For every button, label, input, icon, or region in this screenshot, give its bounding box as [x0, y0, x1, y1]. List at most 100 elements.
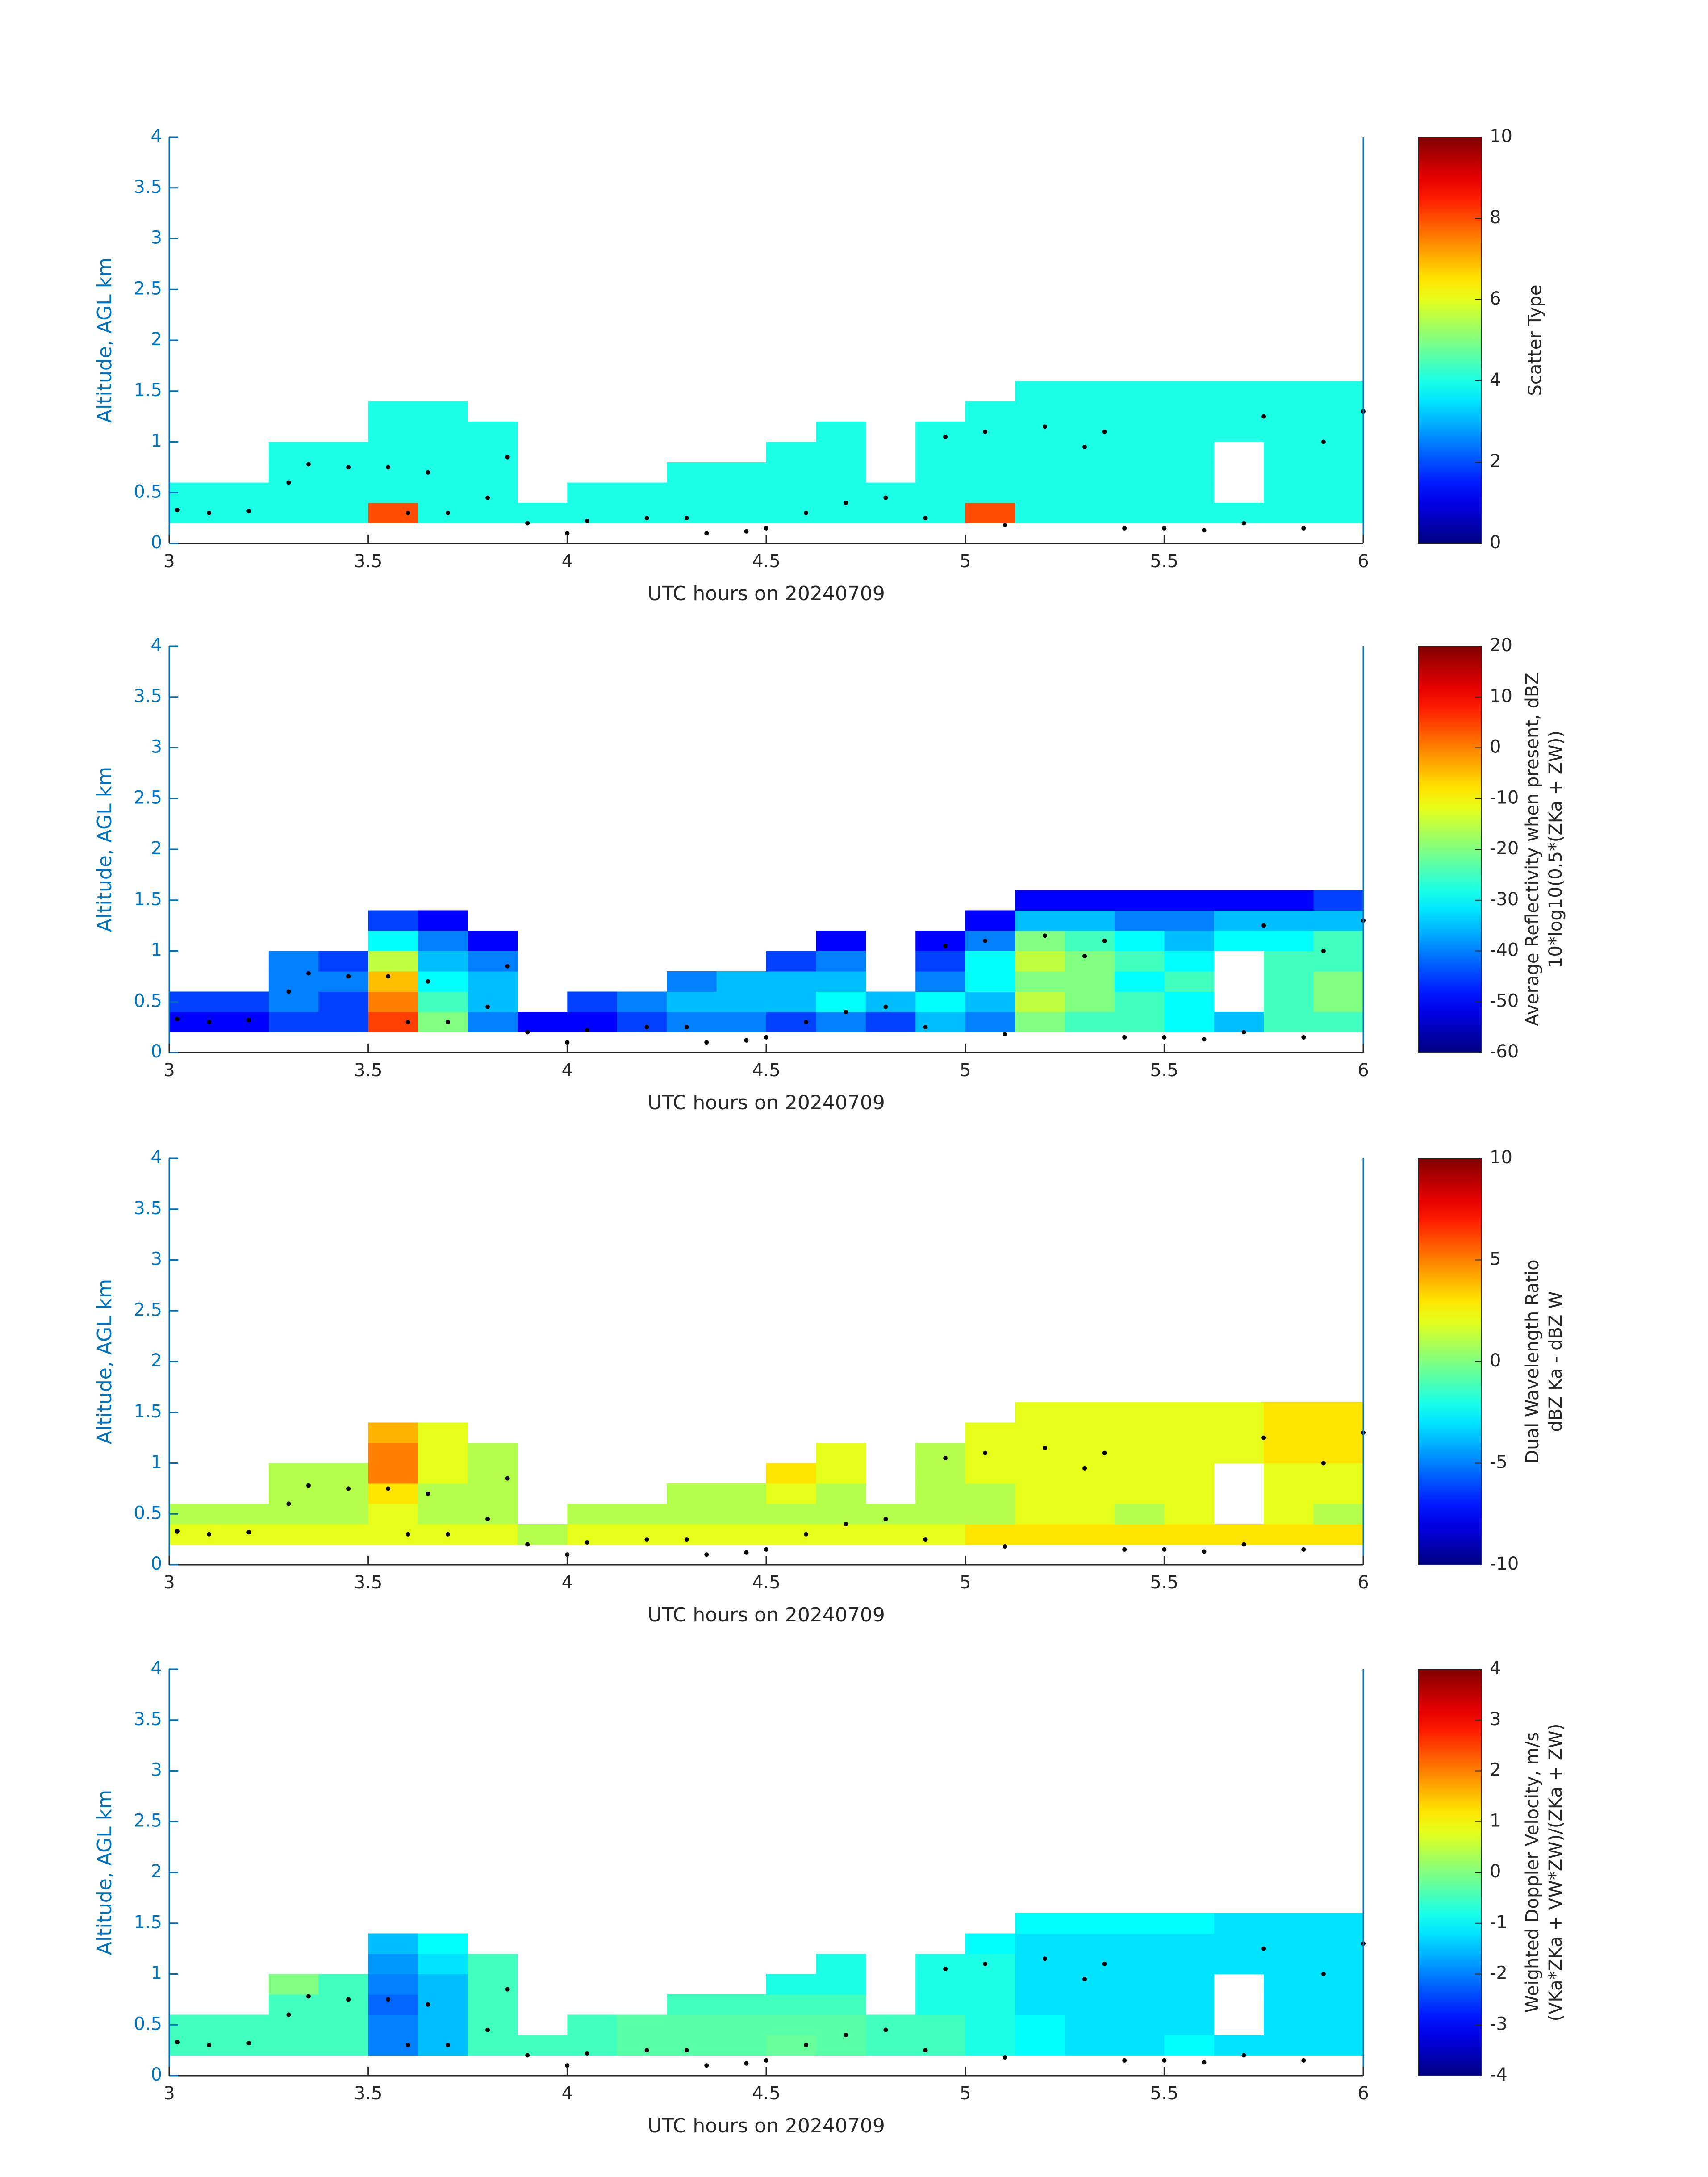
x-tick-label: 3.5 — [354, 1572, 383, 1593]
cell — [1114, 1443, 1165, 1463]
dot — [844, 1522, 848, 1526]
dot — [1202, 1549, 1207, 1554]
y-tick-label: 3.5 — [134, 177, 162, 197]
dot — [1122, 2058, 1127, 2063]
y-tick-label: 0 — [151, 1554, 162, 1574]
cell — [169, 1012, 219, 1032]
cell — [865, 482, 916, 503]
cell — [716, 971, 767, 992]
cell — [517, 1524, 568, 1545]
colorbar-tick-label: 0 — [1490, 532, 1501, 553]
dot — [1241, 1030, 1246, 1035]
cell — [1015, 482, 1065, 503]
colorbar-tick-label: -40 — [1490, 940, 1519, 961]
cell — [468, 462, 518, 483]
dot — [505, 1987, 510, 1992]
dot — [386, 1486, 391, 1491]
cell — [1015, 422, 1065, 442]
cell — [1313, 1974, 1364, 1995]
dot — [585, 518, 589, 523]
cell — [816, 971, 866, 992]
cell — [567, 2014, 618, 2035]
cell — [1313, 910, 1364, 931]
cell — [617, 1504, 667, 1525]
cell — [617, 503, 667, 523]
cell — [1015, 1954, 1065, 1974]
cell — [318, 2035, 369, 2056]
cell — [268, 1974, 319, 1995]
x-axis-label: UTC hours on 20240709 — [647, 1604, 885, 1626]
y-tick-label: 1.5 — [134, 889, 162, 910]
cell — [368, 1463, 418, 1484]
cell — [368, 2035, 418, 2056]
cell — [567, 482, 618, 503]
colorbar — [1418, 1669, 1482, 2076]
dot — [1162, 2058, 1167, 2063]
x-tick-label: 6 — [1357, 1060, 1369, 1081]
dot — [704, 2063, 709, 2068]
y-tick-label: 1 — [151, 431, 162, 451]
cell — [1065, 1422, 1115, 1443]
dot — [426, 979, 430, 984]
cell — [468, 482, 518, 503]
cell — [1114, 1954, 1165, 1974]
dot — [764, 2058, 768, 2063]
dot — [1321, 949, 1326, 953]
dot — [883, 1517, 888, 1521]
cell — [865, 991, 916, 1012]
cell — [1065, 1012, 1115, 1032]
dot — [306, 1994, 311, 1999]
cell — [1015, 991, 1065, 1012]
colorbar-label: Scatter Type — [1525, 285, 1545, 396]
cell — [567, 503, 618, 523]
cell — [368, 401, 418, 422]
cell — [318, 1524, 369, 1545]
cell — [716, 482, 767, 503]
cell — [1313, 1463, 1364, 1484]
dot — [1261, 923, 1266, 928]
cell — [468, 503, 518, 523]
cell — [1313, 1483, 1364, 1504]
cell — [1015, 503, 1065, 523]
cell — [318, 1994, 369, 2015]
y-tick-label: 0.5 — [134, 990, 162, 1011]
dot — [306, 1483, 311, 1488]
colorbar — [1418, 137, 1482, 544]
dot — [943, 1967, 948, 1972]
cell — [418, 401, 468, 422]
dot — [883, 495, 888, 500]
cell — [1065, 1933, 1115, 1954]
cell — [567, 2035, 618, 2056]
cell — [1065, 2014, 1115, 2035]
cell — [418, 910, 468, 931]
dot — [445, 2043, 450, 2047]
cell — [368, 482, 418, 503]
y-tick-label: 3 — [151, 1249, 162, 1270]
cell — [418, 442, 468, 463]
y-tick-label: 3.5 — [134, 686, 162, 706]
dot — [804, 510, 809, 515]
dot — [1042, 424, 1047, 429]
cell — [965, 951, 1015, 972]
cell — [219, 503, 269, 523]
colorbar-tick-label: 10 — [1490, 1147, 1512, 1168]
cell — [965, 991, 1015, 1012]
cell — [517, 503, 568, 523]
cell — [1313, 1443, 1364, 1463]
cell — [1164, 2014, 1215, 2035]
cell — [1065, 442, 1115, 463]
cell — [1164, 971, 1215, 992]
dot — [923, 1537, 928, 1542]
cell — [915, 931, 966, 951]
cell — [667, 482, 717, 503]
cell — [915, 1954, 966, 1974]
dot — [1261, 1435, 1266, 1440]
cell — [617, 482, 667, 503]
colorbar-tick-label: -10 — [1490, 1554, 1519, 1574]
cell — [1313, 1504, 1364, 1525]
cell — [965, 910, 1015, 931]
cell — [865, 2035, 916, 2056]
cell — [1114, 1504, 1165, 1525]
cell — [1015, 1443, 1065, 1463]
dot — [286, 480, 291, 485]
